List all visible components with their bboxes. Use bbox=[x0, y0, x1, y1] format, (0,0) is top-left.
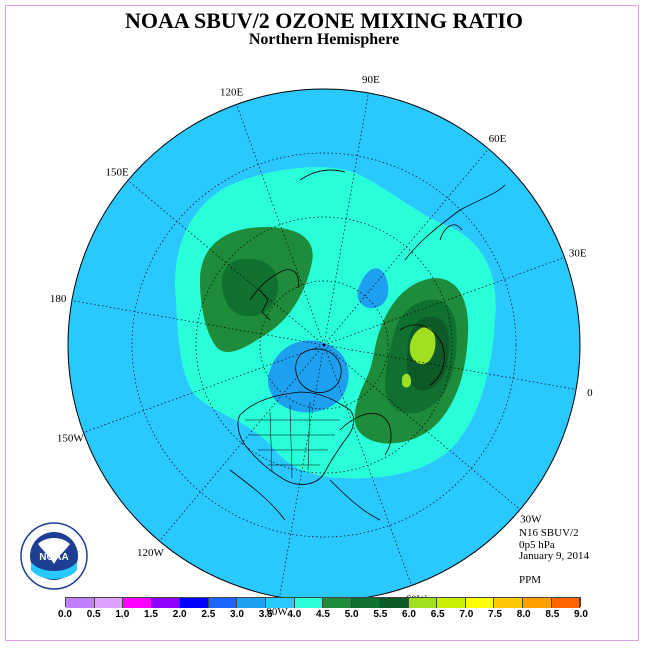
colorbar-tick-labels: 0.0 0.5 1.0 1.5 2.0 2.5 3.0 3.5 4.0 4.5 5.0 5.5 6.0 6… bbox=[0, 609, 648, 623]
coastlines bbox=[229, 169, 506, 521]
noaa-logo-text: NOAA bbox=[39, 552, 68, 563]
colorbar-swatch bbox=[294, 598, 324, 608]
ozone-contour-3p0-pole bbox=[267, 340, 349, 413]
figure-frame bbox=[5, 5, 639, 641]
colorbar-tick-label: 3.0 bbox=[230, 609, 244, 620]
colorbar-swatch bbox=[237, 598, 266, 608]
colorbar-swatch bbox=[551, 598, 581, 608]
meridian-line bbox=[323, 344, 412, 586]
colorbar-swatch bbox=[66, 598, 95, 608]
colorbar-tick-label: 7.5 bbox=[488, 609, 502, 620]
meridian-line bbox=[323, 344, 521, 510]
colorbar-swatch bbox=[208, 598, 238, 608]
ozone-contour-5p5 bbox=[409, 327, 436, 365]
noaa-logo: NOAA bbox=[20, 522, 88, 590]
meridian-line bbox=[71, 300, 325, 346]
colorbar-tick-label: 0.5 bbox=[86, 609, 101, 620]
pressure-level-label: 0p5 hPa bbox=[519, 539, 555, 551]
colorbar-tick-label: 2.0 bbox=[172, 609, 187, 620]
meridian-line bbox=[127, 180, 325, 346]
figure-title: NOAA SBUV/2 OZONE MIXING RATIO bbox=[124, 8, 524, 33]
colorbar-tick-label: 0.0 bbox=[58, 609, 72, 620]
longitude-label: 120E bbox=[220, 86, 244, 98]
meridian-line bbox=[323, 257, 565, 346]
colorbar-tick-label: 7.0 bbox=[459, 609, 474, 620]
colorbar-tick-label: 1.0 bbox=[115, 609, 130, 620]
colorbar-swatch bbox=[123, 598, 152, 608]
longitude-label: 180 bbox=[50, 293, 67, 305]
instrument-label: N16 SBUV/2 bbox=[519, 527, 579, 539]
meridian-line bbox=[159, 344, 325, 542]
colorbar-swatch bbox=[151, 598, 181, 608]
colorbar-swatch bbox=[323, 598, 352, 608]
colorbar-swatch bbox=[523, 598, 552, 608]
longitude-label: 120W bbox=[137, 547, 165, 559]
ozone-contour-4p5-pacific bbox=[222, 258, 279, 317]
colorbar-tick-label: 5.5 bbox=[373, 609, 388, 620]
colorbar-swatch bbox=[437, 598, 466, 608]
longitude-label: 0 bbox=[587, 387, 593, 399]
ozone-contour-5p5-small bbox=[402, 373, 412, 388]
meridian-line bbox=[323, 344, 577, 390]
meridian-line bbox=[83, 344, 325, 433]
colorbar-tick-label: 3.5 bbox=[258, 609, 273, 620]
north-america-admin-boundaries bbox=[245, 401, 340, 479]
colorbar-swatch bbox=[180, 598, 209, 608]
longitude-label: 30W bbox=[520, 514, 542, 526]
colorbar-tick-label: 1.5 bbox=[144, 609, 158, 620]
meridian-line bbox=[279, 344, 325, 598]
colorbar-swatch bbox=[351, 598, 381, 608]
colorbar-tick-label: 6.0 bbox=[402, 609, 416, 620]
colorbar-swatch bbox=[380, 598, 409, 608]
colorbar-tick-label: 4.5 bbox=[316, 609, 330, 620]
colorbar bbox=[65, 597, 581, 608]
date-label: January 9, 2014 bbox=[519, 550, 589, 562]
colorbar-tick-label: 9.0 bbox=[574, 609, 588, 620]
colorbar-tick-label: 2.5 bbox=[201, 609, 216, 620]
meridian-line bbox=[323, 148, 489, 346]
figure-subtitle: Northern Hemisphere bbox=[248, 31, 400, 48]
colorbar-swatch bbox=[494, 598, 523, 608]
colorbar-swatch bbox=[408, 598, 438, 608]
longitude-label: 60E bbox=[489, 133, 507, 145]
ozone-contour-3p0-northern bbox=[357, 268, 389, 309]
colorbar-tick-label: 8.5 bbox=[545, 609, 560, 620]
colorbar-tick-label: 5.0 bbox=[344, 609, 359, 620]
meridian-line bbox=[323, 92, 369, 346]
meridian-line bbox=[236, 104, 325, 346]
colorbar-tick-label: 4.0 bbox=[287, 609, 302, 620]
longitude-gridlines bbox=[71, 92, 577, 598]
units-label: PPM bbox=[519, 574, 542, 586]
colorbar-swatch bbox=[465, 598, 495, 608]
longitude-label: 30E bbox=[569, 248, 587, 260]
colorbar-tick-label: 8.0 bbox=[516, 609, 531, 620]
longitude-label: 90E bbox=[362, 74, 380, 86]
colorbar-swatch bbox=[265, 598, 295, 608]
colorbar-swatch bbox=[94, 598, 124, 608]
longitude-label: 150E bbox=[106, 166, 130, 178]
longitude-label: 150W bbox=[57, 432, 85, 444]
longitude-label: 90W bbox=[266, 606, 288, 618]
colorbar-tick-label: 6.5 bbox=[430, 609, 445, 620]
